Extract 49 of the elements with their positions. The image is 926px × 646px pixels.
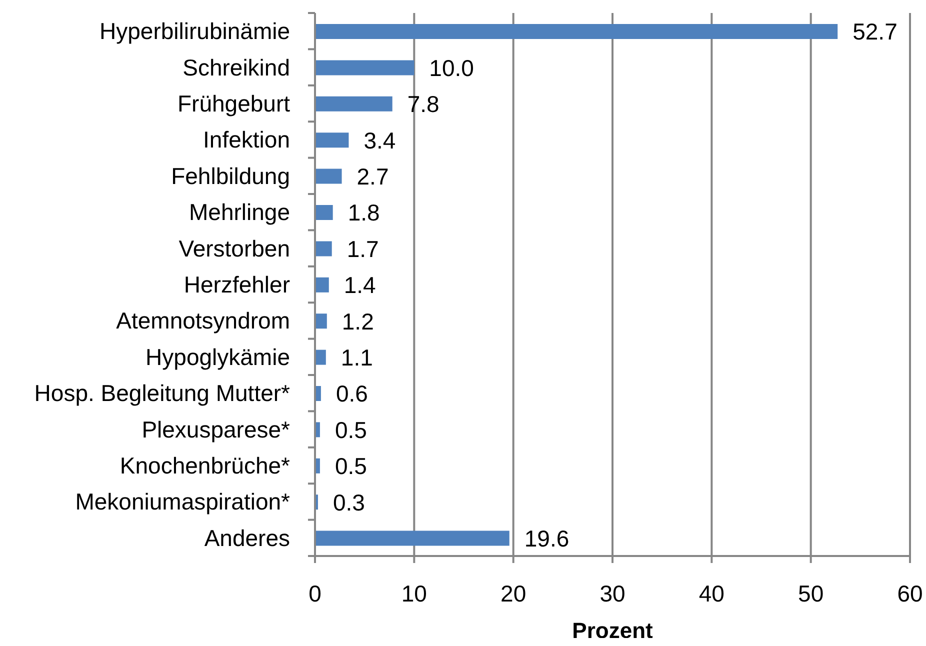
bar xyxy=(315,350,326,365)
y-tick-label: Verstorben xyxy=(178,235,290,262)
x-axis-title: Prozent xyxy=(572,618,654,643)
bar xyxy=(315,60,414,76)
data-label: 1.7 xyxy=(346,236,379,262)
data-label: 3.4 xyxy=(364,127,396,154)
data-label: 1.1 xyxy=(340,344,373,370)
data-label: 1.2 xyxy=(342,308,374,334)
y-tick-label: Plexusparese* xyxy=(142,416,290,442)
data-label: 1.4 xyxy=(344,272,376,298)
x-tick-label: 40 xyxy=(698,580,724,606)
y-tick-label: Fehlbildung xyxy=(171,162,290,189)
y-tick-label: Atemnotsyndrom xyxy=(116,308,290,334)
y-tick-label: Mekoniumaspiration* xyxy=(75,488,290,515)
data-label: 10.0 xyxy=(429,54,474,81)
x-tick-label: 60 xyxy=(897,580,923,606)
y-tick-label: Anderes xyxy=(204,524,290,551)
data-label: 0.3 xyxy=(332,489,365,516)
bar xyxy=(315,168,342,184)
bar xyxy=(315,277,329,292)
bar xyxy=(315,314,327,329)
data-label: 7.8 xyxy=(407,91,440,118)
x-tick-label: 10 xyxy=(401,580,427,606)
bar xyxy=(315,96,392,112)
y-tick-label: Mehrlinge xyxy=(189,199,290,226)
data-label: 2.7 xyxy=(356,163,389,190)
data-label: 1.8 xyxy=(348,200,380,226)
y-tick-label: Frühgeburt xyxy=(177,90,291,116)
x-tick-label: 20 xyxy=(500,580,526,606)
y-tick-label: Herzfehler xyxy=(184,272,290,298)
x-tick-label: 50 xyxy=(798,580,824,606)
y-tick-label: Hypoglykämie xyxy=(146,344,290,370)
x-tick-label: 30 xyxy=(600,580,626,606)
bar xyxy=(315,241,332,256)
bar xyxy=(315,205,333,220)
data-label: 0.5 xyxy=(334,453,367,480)
y-tick-label: Schreikind xyxy=(182,54,290,80)
bar xyxy=(315,24,838,39)
bar xyxy=(315,132,349,148)
y-tick-label: Infektion xyxy=(203,126,290,153)
data-label: 19.6 xyxy=(524,525,570,552)
y-tick-label: Hosp. Begleitung Mutter* xyxy=(34,380,290,406)
y-tick-label: Knochenbrüche* xyxy=(120,452,290,478)
data-label: 0.5 xyxy=(334,416,367,443)
data-label: 0.6 xyxy=(336,380,368,407)
bar xyxy=(315,530,510,546)
data-label: 52.7 xyxy=(852,18,898,45)
x-tick-label: 0 xyxy=(308,580,322,606)
y-tick-label: Hyperbilirubinämie xyxy=(100,18,290,44)
